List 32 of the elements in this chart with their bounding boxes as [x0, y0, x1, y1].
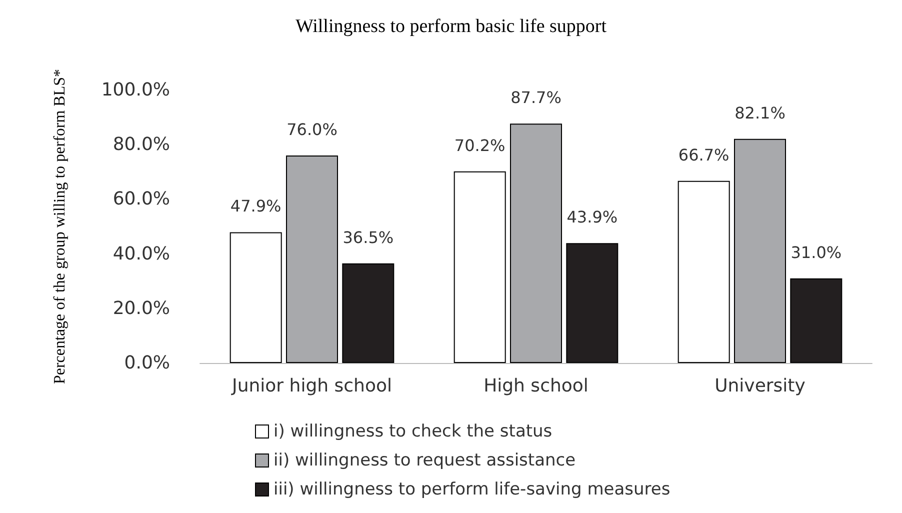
bar	[510, 124, 562, 363]
data-label: 82.1%	[734, 103, 786, 122]
bar	[790, 278, 842, 363]
bar	[734, 138, 786, 363]
x-tick-label: Junior high school	[231, 376, 392, 396]
bar	[678, 180, 730, 363]
y-tick-label: 100.0%	[101, 80, 170, 100]
data-label: 70.2%	[454, 136, 506, 155]
data-label: 87.7%	[510, 88, 562, 108]
x-tick-label: University	[714, 376, 806, 396]
y-tick-label: 40.0%	[112, 243, 170, 264]
data-label: 31.0%	[790, 242, 842, 262]
data-label: 43.9%	[566, 208, 618, 227]
data-label: 36.5%	[342, 228, 394, 247]
chart-title: Willingness to perform basic life support	[295, 16, 608, 37]
legend-label: ii) willingness to request assistance	[274, 450, 576, 470]
legend-label: iii) willingness to perform life-saving measures	[274, 480, 670, 500]
bar	[566, 243, 618, 363]
legend-label: i) willingness to check the status	[274, 422, 552, 442]
bar	[230, 232, 282, 363]
bar	[342, 263, 394, 363]
y-tick-label: 60.0%	[112, 188, 170, 210]
data-label: 47.9%	[230, 196, 282, 216]
y-tick-label: 20.0%	[112, 298, 170, 319]
y-tick-label: 0.0%	[124, 352, 170, 374]
bar	[286, 156, 338, 363]
y-axis-title: Percentage of the group willing to perform BLS*	[52, 68, 68, 384]
data-label: 76.0%	[286, 120, 338, 140]
y-tick-label: 80.0%	[112, 134, 170, 156]
data-label: 66.7%	[678, 145, 730, 164]
bar	[454, 171, 506, 363]
x-tick-label: High school	[484, 376, 588, 396]
